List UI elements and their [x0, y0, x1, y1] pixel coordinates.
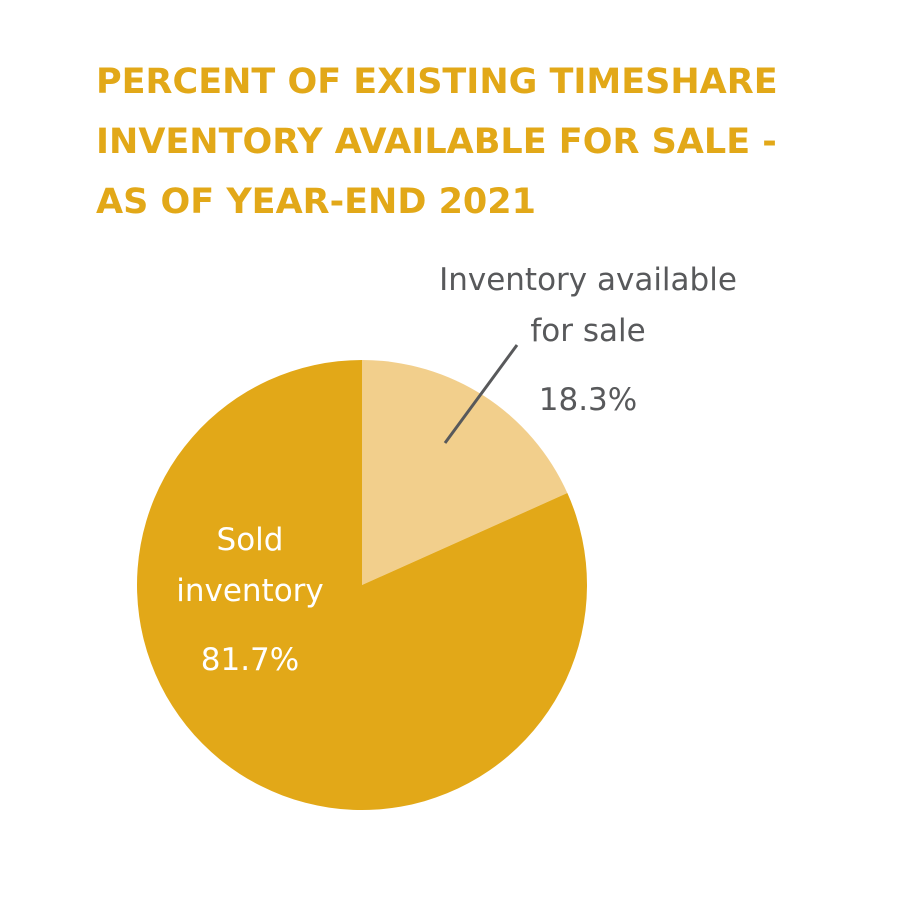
label-sold-line-2: inventory [176, 573, 324, 609]
value-label-available: 18.3% [539, 382, 637, 418]
chart-title: PERCENT OF EXISTING TIMESHARE INVENTORY … [96, 52, 856, 232]
pie-slice-available-for-sale [362, 360, 568, 585]
chart-title-line-1: PERCENT OF EXISTING TIMESHARE [96, 62, 778, 102]
chart-title-line-2: INVENTORY AVAILABLE FOR SALE - [96, 122, 777, 162]
label-available-line-2: for sale [530, 313, 645, 349]
leader-line [443, 344, 519, 444]
pie-slice-sold-inventory [137, 360, 588, 810]
label-sold-line-1: Sold [217, 522, 284, 558]
value-label-sold: 81.7% [201, 642, 299, 678]
label-available-line-1: Inventory available [439, 262, 737, 298]
chart-title-line-3: AS OF YEAR-END 2021 [96, 182, 536, 222]
